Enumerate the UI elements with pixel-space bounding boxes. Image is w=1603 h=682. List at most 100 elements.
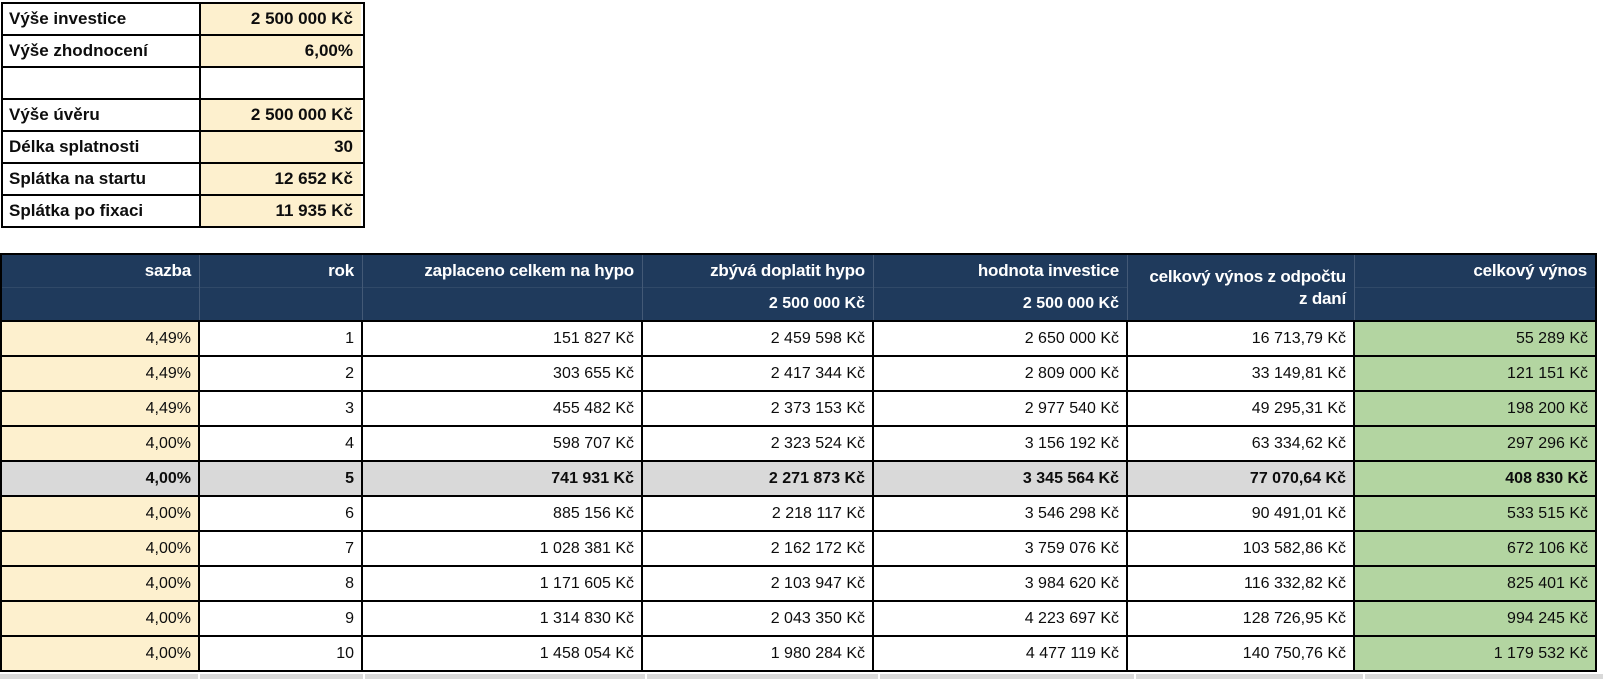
cell-remaining-debt[interactable]: 2 373 153 Kč (643, 390, 874, 425)
cell-remaining-debt[interactable]: 2 271 873 Kč (643, 460, 874, 495)
cell-year[interactable]: 2 (200, 355, 363, 390)
cell-total-return[interactable]: 825 401 Kč (1355, 565, 1595, 600)
summary-value-cell[interactable]: 30 (201, 132, 361, 162)
cell-total-return[interactable]: 297 296 Kč (1355, 425, 1595, 460)
cell-tax-deduction-return[interactable]: 116 332,82 Kč (1128, 565, 1355, 600)
cell-investment-value[interactable]: 3 984 620 Kč (874, 565, 1128, 600)
column-header-remaining-debt[interactable]: zbývá doplatit hypo 2 500 000 Kč (643, 255, 874, 320)
cell-total-return[interactable]: 533 515 Kč (1355, 495, 1595, 530)
cell-year[interactable]: 1 (200, 320, 363, 355)
column-header-rate[interactable]: sazba (2, 255, 200, 320)
next-row-cell (647, 674, 878, 679)
cell-investment-value[interactable]: 4 223 697 Kč (874, 600, 1128, 635)
cell-investment-value[interactable]: 2 809 000 Kč (874, 355, 1128, 390)
cell-remaining-debt[interactable]: 2 043 350 Kč (643, 600, 874, 635)
cell-tax-deduction-return[interactable]: 63 334,62 Kč (1128, 425, 1355, 460)
table-row: 4,00% 6 885 156 Kč 2 218 117 Kč 3 546 298 Kč… (2, 495, 1595, 530)
cell-rate[interactable]: 4,00% (2, 495, 200, 530)
cell-year[interactable]: 3 (200, 390, 363, 425)
cell-total-return[interactable]: 408 830 Kč (1355, 460, 1595, 495)
header-label-paid-total: zaplaceno celkem na hypo (363, 255, 642, 288)
cell-investment-value[interactable]: 2 650 000 Kč (874, 320, 1128, 355)
table-row: 4,00% 10 1 458 054 Kč 1 980 284 Kč 4 477 119… (2, 635, 1595, 670)
cell-remaining-debt[interactable]: 2 459 598 Kč (643, 320, 874, 355)
cell-tax-deduction-return[interactable]: 90 491,01 Kč (1128, 495, 1355, 530)
cell-year[interactable]: 5 (200, 460, 363, 495)
summary-value-cell[interactable] (201, 68, 361, 98)
cell-rate[interactable]: 4,00% (2, 425, 200, 460)
cell-paid-total[interactable]: 598 707 Kč (363, 425, 643, 460)
cell-tax-deduction-return[interactable]: 33 149,81 Kč (1128, 355, 1355, 390)
cell-remaining-debt[interactable]: 2 417 344 Kč (643, 355, 874, 390)
summary-label: Výše zhodnocení (3, 36, 201, 66)
cell-remaining-debt[interactable]: 2 103 947 Kč (643, 565, 874, 600)
cell-tax-deduction-return[interactable]: 77 070,64 Kč (1128, 460, 1355, 495)
cell-paid-total[interactable]: 1 314 830 Kč (363, 600, 643, 635)
cell-total-return[interactable]: 672 106 Kč (1355, 530, 1595, 565)
cell-tax-deduction-return[interactable]: 16 713,79 Kč (1128, 320, 1355, 355)
cell-paid-total[interactable]: 455 482 Kč (363, 390, 643, 425)
cell-remaining-debt[interactable]: 2 218 117 Kč (643, 495, 874, 530)
table-row: 4,49% 2 303 655 Kč 2 417 344 Kč 2 809 000 Kč… (2, 355, 1595, 390)
cell-tax-deduction-return[interactable]: 49 295,31 Kč (1128, 390, 1355, 425)
summary-value-cell[interactable]: 2 500 000 Kč (201, 4, 361, 34)
cell-rate[interactable]: 4,00% (2, 530, 200, 565)
summary-row: Splátka po fixaci 11 935 Kč (3, 196, 363, 226)
cell-rate[interactable]: 4,00% (2, 565, 200, 600)
column-header-year[interactable]: rok (200, 255, 363, 320)
cell-year[interactable]: 6 (200, 495, 363, 530)
cell-year[interactable]: 7 (200, 530, 363, 565)
cell-rate[interactable]: 4,49% (2, 355, 200, 390)
cell-investment-value[interactable]: 4 477 119 Kč (874, 635, 1128, 670)
cell-total-return[interactable]: 1 179 532 Kč (1355, 635, 1595, 670)
column-header-investment-value[interactable]: hodnota investice 2 500 000 Kč (874, 255, 1128, 320)
header-subvalue-paid-total (363, 288, 642, 320)
cell-year[interactable]: 9 (200, 600, 363, 635)
cell-remaining-debt[interactable]: 2 323 524 Kč (643, 425, 874, 460)
cell-year[interactable]: 10 (200, 635, 363, 670)
cell-paid-total[interactable]: 1 458 054 Kč (363, 635, 643, 670)
next-row-cell (200, 674, 363, 679)
summary-value-cell[interactable]: 2 500 000 Kč (201, 100, 361, 130)
cell-tax-deduction-return[interactable]: 128 726,95 Kč (1128, 600, 1355, 635)
summary-value-cell[interactable]: 11 935 Kč (201, 196, 361, 226)
summary-label (3, 68, 201, 98)
cell-total-return[interactable]: 55 289 Kč (1355, 320, 1595, 355)
header-label-investment-value: hodnota investice (874, 255, 1127, 288)
cell-paid-total[interactable]: 151 827 Kč (363, 320, 643, 355)
cell-tax-deduction-return[interactable]: 140 750,76 Kč (1128, 635, 1355, 670)
cell-total-return[interactable]: 198 200 Kč (1355, 390, 1595, 425)
cell-rate[interactable]: 4,00% (2, 460, 200, 495)
column-header-total-return[interactable]: celkový výnos (1355, 255, 1595, 320)
column-header-tax-deduction-return[interactable]: celkový výnos z odpočtu z daní (1128, 255, 1355, 320)
cell-investment-value[interactable]: 3 759 076 Kč (874, 530, 1128, 565)
cell-investment-value[interactable]: 3 156 192 Kč (874, 425, 1128, 460)
cell-paid-total[interactable]: 303 655 Kč (363, 355, 643, 390)
summary-row: Výše úvěru 2 500 000 Kč (3, 100, 363, 132)
cell-total-return[interactable]: 121 151 Kč (1355, 355, 1595, 390)
cell-rate[interactable]: 4,00% (2, 635, 200, 670)
next-row-cell (880, 674, 1134, 679)
cell-rate[interactable]: 4,00% (2, 600, 200, 635)
cell-paid-total[interactable]: 1 028 381 Kč (363, 530, 643, 565)
table-row: 4,00% 7 1 028 381 Kč 2 162 172 Kč 3 759 076 … (2, 530, 1595, 565)
next-row-cell (365, 674, 645, 679)
cell-total-return[interactable]: 994 245 Kč (1355, 600, 1595, 635)
cell-rate[interactable]: 4,49% (2, 390, 200, 425)
cell-remaining-debt[interactable]: 1 980 284 Kč (643, 635, 874, 670)
cell-investment-value[interactable]: 3 345 564 Kč (874, 460, 1128, 495)
cell-paid-total[interactable]: 741 931 Kč (363, 460, 643, 495)
cell-year[interactable]: 4 (200, 425, 363, 460)
cell-paid-total[interactable]: 885 156 Kč (363, 495, 643, 530)
cell-investment-value[interactable]: 2 977 540 Kč (874, 390, 1128, 425)
cell-paid-total[interactable]: 1 171 605 Kč (363, 565, 643, 600)
column-header-paid-total[interactable]: zaplaceno celkem na hypo (363, 255, 643, 320)
cell-remaining-debt[interactable]: 2 162 172 Kč (643, 530, 874, 565)
cell-year[interactable]: 8 (200, 565, 363, 600)
cell-investment-value[interactable]: 3 546 298 Kč (874, 495, 1128, 530)
table-row: 4,49% 1 151 827 Kč 2 459 598 Kč 2 650 000 Kč… (2, 320, 1595, 355)
cell-tax-deduction-return[interactable]: 103 582,86 Kč (1128, 530, 1355, 565)
summary-value-cell[interactable]: 12 652 Kč (201, 164, 361, 194)
cell-rate[interactable]: 4,49% (2, 320, 200, 355)
summary-value-cell[interactable]: 6,00% (201, 36, 361, 66)
